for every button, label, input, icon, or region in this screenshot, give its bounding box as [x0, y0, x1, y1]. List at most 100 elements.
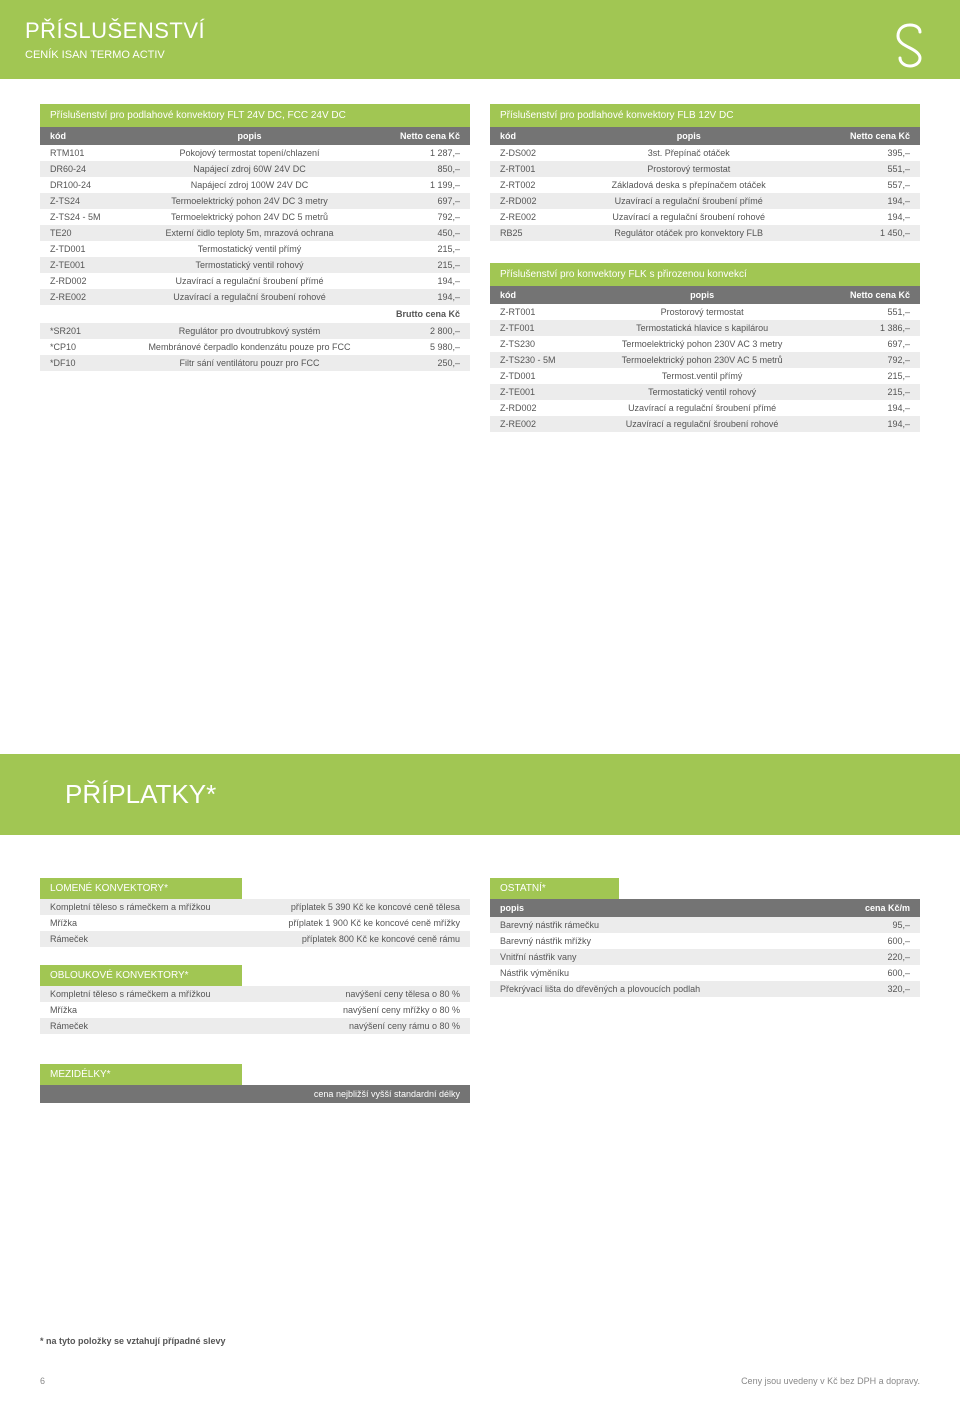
table-cell: 551,–	[818, 304, 920, 320]
table-cell: Z-RT001	[490, 161, 568, 177]
table-cell: 792,–	[818, 352, 920, 368]
col-popis: popis	[568, 127, 809, 145]
obloukove-table: Kompletní těleso s rámečkem a mřížkounav…	[40, 986, 470, 1034]
table-cell: *CP10	[40, 339, 121, 355]
col-popis: popis	[121, 127, 377, 145]
table-cell: *DF10	[40, 355, 121, 371]
sub-header-cell: Brutto cena Kč	[40, 305, 470, 323]
table-cell: 697,–	[378, 193, 470, 209]
table-cell: Termoelektrický pohon 24V DC 5 metrů	[121, 209, 377, 225]
table-cell: 215,–	[818, 368, 920, 384]
table-cell: Z-TS24	[40, 193, 121, 209]
table-row: Kompletní těleso s rámečkem a mřížkoupří…	[40, 899, 470, 915]
table-row: Z-TD001Termost.ventil přímý215,–	[490, 368, 920, 384]
bottom-columns: LOMENÉ KONVEKTORY* Kompletní těleso s rá…	[40, 860, 920, 1103]
table-cell: TE20	[40, 225, 121, 241]
page-number: 6	[40, 1376, 45, 1386]
table-cell: Z-RE002	[490, 209, 568, 225]
table-cell: Kompletní těleso s rámečkem a mřížkou	[40, 899, 249, 915]
table-cell: 1 386,–	[818, 320, 920, 336]
flt-table: kód popis Netto cena Kč RTM101Pokojový t…	[40, 127, 470, 371]
table-cell: Termostatický ventil rohový	[121, 257, 377, 273]
table-cell: příplatek 800 Kč ke koncové ceně rámu	[249, 931, 470, 947]
table-cell: DR60-24	[40, 161, 121, 177]
table-row: Z-TS24Termoelektrický pohon 24V DC 3 met…	[40, 193, 470, 209]
table-cell: 194,–	[378, 273, 470, 289]
table-cell: Z-TD001	[40, 241, 121, 257]
table-cell: Z-TS24 - 5M	[40, 209, 121, 225]
flk-title: Příslušenství pro konvektory FLK s přiro…	[490, 263, 920, 286]
table-cell: Z-TS230 - 5M	[490, 352, 586, 368]
sub-header-row: Brutto cena Kč	[40, 305, 470, 323]
table-row: Rámečeknavýšení ceny rámu o 80 %	[40, 1018, 470, 1034]
mezidelky-table: cena nejbližší vyšší standardní délky	[40, 1085, 470, 1103]
table-cell: RTM101	[40, 145, 121, 161]
top-columns: Příslušenství pro podlahové konvektory F…	[40, 104, 920, 454]
table-row: Z-RT002Základová deska s přepínačem otáč…	[490, 177, 920, 193]
table-row: Z-DS0023st. Přepínač otáček395,–	[490, 145, 920, 161]
table-row: Z-TD001Termostatický ventil přímý215,–	[40, 241, 470, 257]
table-cell: Mřížka	[40, 915, 249, 931]
table-cell: RB25	[490, 225, 568, 241]
right-col: Příslušenství pro podlahové konvektory F…	[490, 104, 920, 454]
lomene-title: LOMENÉ KONVEKTORY*	[40, 878, 242, 899]
table-cell: Nástřik výměníku	[490, 965, 822, 981]
table-row: DR60-24Napájecí zdroj 60W 24V DC850,–	[40, 161, 470, 177]
table-cell: 215,–	[378, 241, 470, 257]
table-cell: 194,–	[809, 209, 920, 225]
table-cell: navýšení ceny mřížky o 80 %	[284, 1002, 470, 1018]
table-row: Barevný nástřik rámečku95,–	[490, 917, 920, 933]
table-cell: 697,–	[818, 336, 920, 352]
table-cell: Z-RD002	[490, 400, 586, 416]
table-cell: 450,–	[378, 225, 470, 241]
table-cell: Termostatický ventil rohový	[586, 384, 817, 400]
page-header: PŘÍSLUŠENSTVÍ CENÍK ISAN TERMO ACTIV	[0, 0, 960, 79]
table-row: *CP10Membránové čerpadlo kondenzátu pouz…	[40, 339, 470, 355]
table-cell: Z-RE002	[490, 416, 586, 432]
table-cell: Barevný nástřik mřížky	[490, 933, 822, 949]
col-popis: popis	[490, 899, 822, 917]
table-cell: 551,–	[809, 161, 920, 177]
table-cell: Prostorový termostat	[568, 161, 809, 177]
flb-title: Příslušenství pro podlahové konvektory F…	[490, 104, 920, 127]
table-row: *SR201Regulátor pro dvoutrubkový systém2…	[40, 323, 470, 339]
col-cena: Netto cena Kč	[809, 127, 920, 145]
table-cell: Z-TE001	[40, 257, 121, 273]
table-row: Překrývací lišta do dřevěných a plovoucí…	[490, 981, 920, 997]
table-cell: Uzavírací a regulační šroubení rohové	[586, 416, 817, 432]
table-cell: 3st. Přepínač otáček	[568, 145, 809, 161]
flt-title: Příslušenství pro podlahové konvektory F…	[40, 104, 470, 127]
table-row: Z-RE002Uzavírací a regulační šroubení ro…	[490, 209, 920, 225]
table-cell: Termoelektrický pohon 230V AC 3 metry	[586, 336, 817, 352]
table-cell: Z-RD002	[490, 193, 568, 209]
table-cell: 320,–	[822, 981, 920, 997]
table-cell: Termostatický ventil přímý	[121, 241, 377, 257]
table-row: Z-TE001Termostatický ventil rohový215,–	[490, 384, 920, 400]
table-cell: 1 450,–	[809, 225, 920, 241]
bottom-right: OSTATNÍ* popis cena Kč/m Barevný nástřik…	[490, 860, 920, 1103]
lomene-table: Kompletní těleso s rámečkem a mřížkoupří…	[40, 899, 470, 947]
table-row: Z-RD002Uzavírací a regulační šroubení př…	[490, 193, 920, 209]
page-subtitle: CENÍK ISAN TERMO ACTIV	[25, 49, 935, 61]
table-cell: Termost.ventil přímý	[586, 368, 817, 384]
table-cell: Z-RT001	[490, 304, 586, 320]
table-cell: 2 800,–	[378, 323, 470, 339]
table-cell: Základová deska s přepínačem otáček	[568, 177, 809, 193]
page-title: PŘÍSLUŠENSTVÍ	[25, 18, 935, 44]
table-cell: Termoelektrický pohon 24V DC 3 metry	[121, 193, 377, 209]
table-cell: Uzavírací a regulační šroubení rohové	[121, 289, 377, 305]
bottom-left: LOMENÉ KONVEKTORY* Kompletní těleso s rá…	[40, 860, 470, 1103]
table-cell: Rámeček	[40, 931, 249, 947]
table-row: TE20Externí čidlo teploty 5m, mrazová oc…	[40, 225, 470, 241]
table-cell: 215,–	[378, 257, 470, 273]
table-row: Z-RE002Uzavírací a regulační šroubení ro…	[40, 289, 470, 305]
table-cell: Regulátor otáček pro konvektory FLB	[568, 225, 809, 241]
table-row: Z-RD002Uzavírací a regulační šroubení př…	[490, 400, 920, 416]
table-row: Z-TF001Termostatická hlavice s kapilárou…	[490, 320, 920, 336]
table-cell: Uzavírací a regulační šroubení přímé	[568, 193, 809, 209]
table-row: Mřížkanavýšení ceny mřížky o 80 %	[40, 1002, 470, 1018]
ostatni-title: OSTATNÍ*	[490, 878, 619, 899]
table-cell: Uzavírací a regulační šroubení přímé	[586, 400, 817, 416]
table-cell: Regulátor pro dvoutrubkový systém	[121, 323, 377, 339]
footnote: * na tyto položky se vztahují případné s…	[40, 1336, 226, 1346]
